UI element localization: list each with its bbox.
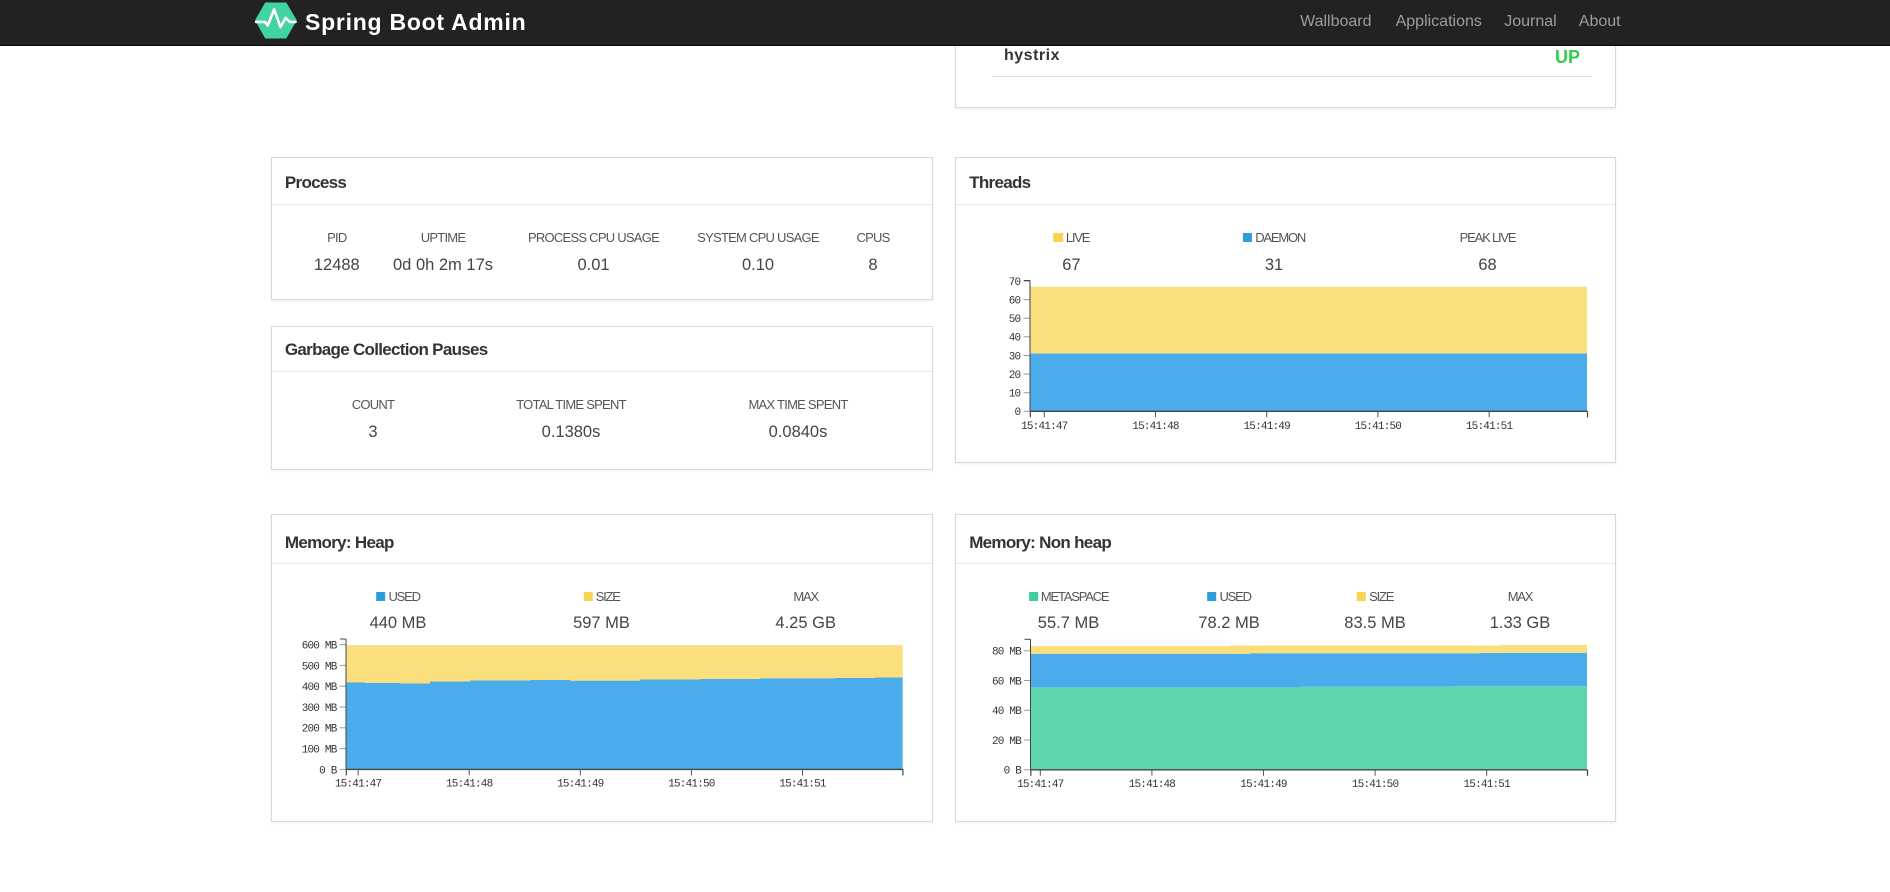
svg-text:15:41:50: 15:41:50 bbox=[1352, 779, 1399, 791]
svg-text:0: 0 bbox=[1014, 407, 1020, 419]
svg-text:15:41:50: 15:41:50 bbox=[668, 779, 715, 791]
svg-text:80 MB: 80 MB bbox=[992, 647, 1022, 659]
svg-text:70: 70 bbox=[1009, 277, 1021, 289]
svg-text:200 MB: 200 MB bbox=[302, 724, 338, 736]
svg-text:500 MB: 500 MB bbox=[302, 661, 338, 673]
svg-text:0 B: 0 B bbox=[319, 765, 338, 777]
svg-text:15:41:47: 15:41:47 bbox=[1017, 779, 1064, 791]
svg-text:15:41:49: 15:41:49 bbox=[1243, 421, 1290, 433]
svg-text:15:41:51: 15:41:51 bbox=[1463, 779, 1511, 791]
svg-text:40: 40 bbox=[1009, 333, 1021, 345]
svg-text:40 MB: 40 MB bbox=[992, 706, 1022, 718]
svg-text:15:41:48: 15:41:48 bbox=[1129, 779, 1176, 791]
svg-text:20 MB: 20 MB bbox=[992, 736, 1022, 748]
svg-text:30: 30 bbox=[1009, 351, 1021, 363]
svg-text:15:41:51: 15:41:51 bbox=[779, 779, 827, 791]
svg-text:15:41:51: 15:41:51 bbox=[1466, 421, 1514, 433]
svg-text:15:41:49: 15:41:49 bbox=[1240, 779, 1287, 791]
svg-text:600 MB: 600 MB bbox=[302, 641, 338, 653]
svg-text:15:41:47: 15:41:47 bbox=[335, 779, 382, 791]
svg-text:15:41:50: 15:41:50 bbox=[1355, 421, 1402, 433]
svg-text:50: 50 bbox=[1009, 314, 1021, 326]
svg-text:10: 10 bbox=[1009, 389, 1021, 401]
svg-text:400 MB: 400 MB bbox=[302, 682, 338, 694]
svg-text:0 B: 0 B bbox=[1004, 766, 1023, 778]
svg-text:20: 20 bbox=[1009, 370, 1021, 382]
svg-text:15:41:48: 15:41:48 bbox=[446, 779, 493, 791]
svg-text:100 MB: 100 MB bbox=[302, 745, 338, 757]
svg-text:15:41:48: 15:41:48 bbox=[1132, 421, 1179, 433]
svg-text:60: 60 bbox=[1009, 296, 1021, 308]
svg-text:15:41:49: 15:41:49 bbox=[557, 779, 604, 791]
svg-text:300 MB: 300 MB bbox=[302, 703, 338, 715]
svg-text:60 MB: 60 MB bbox=[992, 676, 1022, 688]
svg-text:15:41:47: 15:41:47 bbox=[1021, 421, 1068, 433]
